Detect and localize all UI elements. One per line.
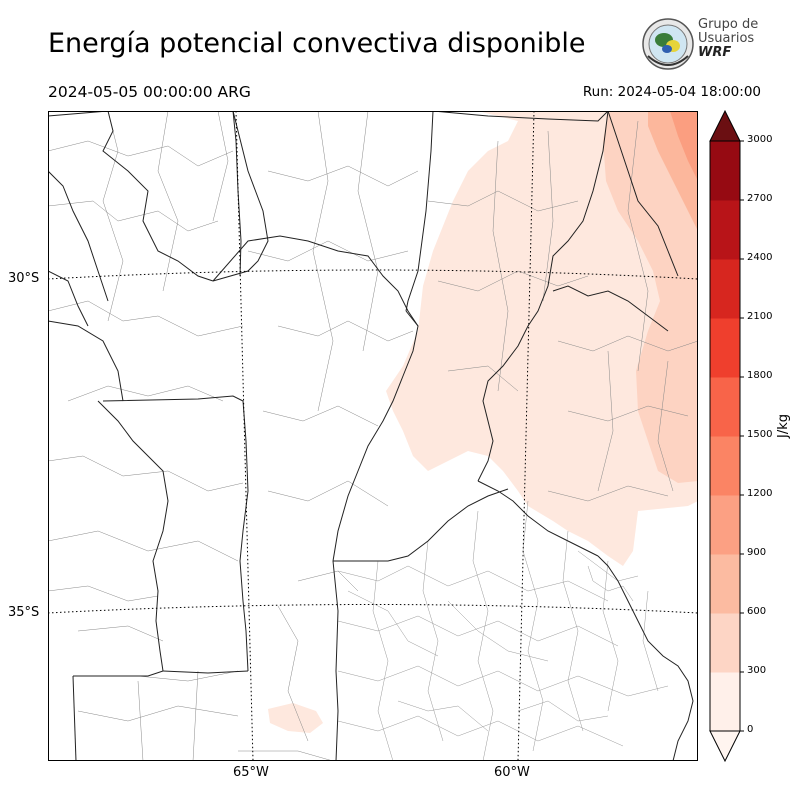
colorbar-tick-label: 2100 [747, 311, 773, 322]
colorbar [709, 109, 744, 763]
colorbar-tick-label: 300 [747, 665, 767, 676]
colorbar-unit-label: J/kg [776, 414, 791, 438]
graticule [48, 111, 698, 761]
cape-contour-300-600 [603, 111, 698, 483]
wrf-users-logo: Grupo de Usuarios WRF [640, 16, 770, 72]
cape-contour-0-300 [386, 111, 698, 566]
lon-label-60w: 60°W [494, 765, 530, 780]
meridian-60w [517, 111, 535, 761]
cape-contour-900-1200 [670, 111, 698, 181]
colorbar-segment [710, 377, 740, 437]
parallel-30s [48, 269, 698, 280]
colorbar-extend-top [709, 109, 741, 142]
logo-text-line2: Usuarios [698, 31, 755, 46]
colorbar-tick-label: 3000 [747, 134, 773, 145]
colorbar-tick-label: 600 [747, 606, 767, 617]
cape-field [268, 111, 698, 733]
colorbar-segment [710, 259, 740, 319]
logo-text-line3: WRF [698, 45, 732, 60]
lat-label-30s: 30°S [8, 271, 40, 286]
colorbar-tick-label: 2700 [747, 193, 773, 204]
colorbar-segment [710, 436, 740, 496]
colorbar-tick-label: 1800 [747, 370, 773, 381]
colorbar-segment [710, 613, 740, 673]
page-title: Energía potencial convectiva disponible [48, 28, 586, 59]
colorbar-segment [710, 200, 740, 260]
colorbar-segment [710, 672, 740, 732]
colorbar-tick-label: 900 [747, 547, 767, 558]
colorbar-segment [710, 318, 740, 378]
colorbar-segment [710, 554, 740, 614]
parallel-35s [48, 604, 698, 614]
cape-map [48, 111, 698, 761]
colorbar-tick-label: 1200 [747, 488, 773, 499]
logo-text-line1: Grupo de [698, 17, 759, 32]
colorbar-tick-label: 2400 [747, 252, 773, 263]
cape-contour-0-300-patch [268, 703, 323, 733]
lat-label-35s: 35°S [8, 605, 40, 620]
colorbar-segment [710, 141, 740, 201]
colorbar-tick-label: 1500 [747, 429, 773, 440]
colorbar-tick-label: 0 [747, 724, 754, 735]
meridian-65w [235, 111, 254, 761]
colorbar-segment [710, 495, 740, 555]
buenos-aires-partidos [337, 500, 669, 761]
valid-time: 2024-05-05 00:00:00 ARG [48, 83, 251, 101]
lon-label-65w: 65°W [233, 765, 269, 780]
colorbar-extend-bottom [709, 730, 741, 763]
logo-emblem-icon [642, 18, 694, 70]
department-boundaries [48, 111, 698, 761]
run-time: Run: 2024-05-04 18:00:00 [582, 84, 761, 100]
coastline [597, 555, 694, 761]
